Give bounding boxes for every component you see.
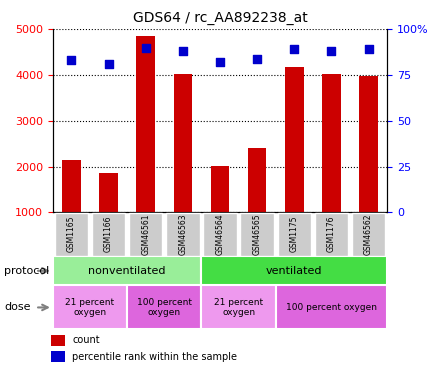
Bar <box>173 74 192 258</box>
Text: count: count <box>72 335 100 346</box>
Bar <box>211 165 229 258</box>
Text: 21 percent
oxygen: 21 percent oxygen <box>66 298 114 317</box>
FancyBboxPatch shape <box>129 213 162 256</box>
Bar <box>99 173 118 258</box>
Point <box>328 48 335 54</box>
Text: percentile rank within the sample: percentile rank within the sample <box>72 352 237 362</box>
Bar <box>285 67 304 258</box>
FancyBboxPatch shape <box>53 256 202 285</box>
Bar <box>136 36 155 258</box>
Text: ventilated: ventilated <box>266 266 323 276</box>
Text: 100 percent oxygen: 100 percent oxygen <box>286 303 377 312</box>
Text: GSM46562: GSM46562 <box>364 213 373 255</box>
Text: GSM46565: GSM46565 <box>253 213 262 255</box>
FancyBboxPatch shape <box>202 285 276 329</box>
FancyBboxPatch shape <box>278 213 311 256</box>
Point <box>142 45 149 51</box>
Bar <box>248 148 267 258</box>
Bar <box>359 76 378 258</box>
Bar <box>62 160 81 258</box>
Bar <box>51 335 65 346</box>
FancyBboxPatch shape <box>240 213 274 256</box>
FancyBboxPatch shape <box>315 213 348 256</box>
Point <box>180 48 187 54</box>
Text: GSM1166: GSM1166 <box>104 216 113 253</box>
FancyBboxPatch shape <box>53 285 127 329</box>
FancyBboxPatch shape <box>55 213 88 256</box>
Bar <box>51 351 65 362</box>
Point <box>105 61 112 67</box>
FancyBboxPatch shape <box>203 213 237 256</box>
Text: protocol: protocol <box>4 266 50 276</box>
Point <box>291 46 298 52</box>
Point <box>253 56 260 61</box>
FancyBboxPatch shape <box>92 213 125 256</box>
FancyBboxPatch shape <box>352 213 385 256</box>
Point <box>216 59 224 65</box>
Text: GSM1176: GSM1176 <box>327 216 336 253</box>
Text: GSM1175: GSM1175 <box>290 216 299 253</box>
Text: GSM46561: GSM46561 <box>141 213 150 255</box>
Bar <box>322 74 341 258</box>
Text: GSM1165: GSM1165 <box>67 216 76 253</box>
Text: nonventilated: nonventilated <box>88 266 166 276</box>
Point <box>365 46 372 52</box>
FancyBboxPatch shape <box>166 213 200 256</box>
Text: GSM46563: GSM46563 <box>178 213 187 255</box>
Text: 100 percent
oxygen: 100 percent oxygen <box>137 298 192 317</box>
FancyBboxPatch shape <box>127 285 202 329</box>
Text: GDS64 / rc_AA892238_at: GDS64 / rc_AA892238_at <box>132 11 308 25</box>
Text: GSM46564: GSM46564 <box>216 213 224 255</box>
FancyBboxPatch shape <box>202 256 387 285</box>
Text: 21 percent
oxygen: 21 percent oxygen <box>214 298 263 317</box>
Text: dose: dose <box>4 302 31 313</box>
FancyBboxPatch shape <box>276 285 387 329</box>
Point <box>68 57 75 63</box>
